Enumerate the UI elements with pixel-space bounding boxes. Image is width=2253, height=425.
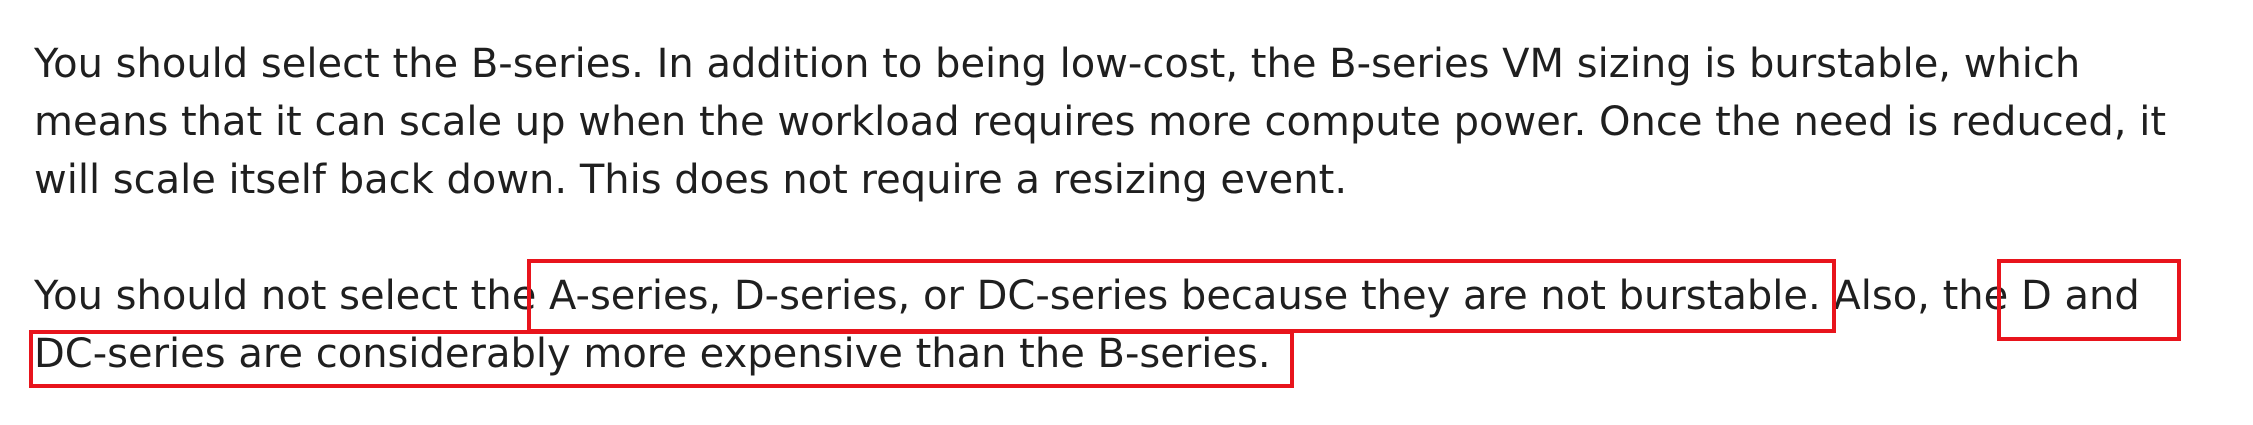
text-line: You should not select the A-series, D-se…	[34, 273, 2140, 319]
paragraph-b-series-recommendation: You should select the B-series. In addit…	[34, 35, 2166, 209]
text-line: DC-series are considerably more expensiv…	[34, 331, 1271, 377]
text-line: means that it can scale up when the work…	[34, 99, 2167, 145]
paragraph-other-series-rejection: You should not select the A-series, D-se…	[34, 267, 2140, 383]
text-line: You should select the B-series. In addit…	[34, 41, 2081, 87]
text-line: will scale itself back down. This does n…	[34, 157, 1348, 203]
